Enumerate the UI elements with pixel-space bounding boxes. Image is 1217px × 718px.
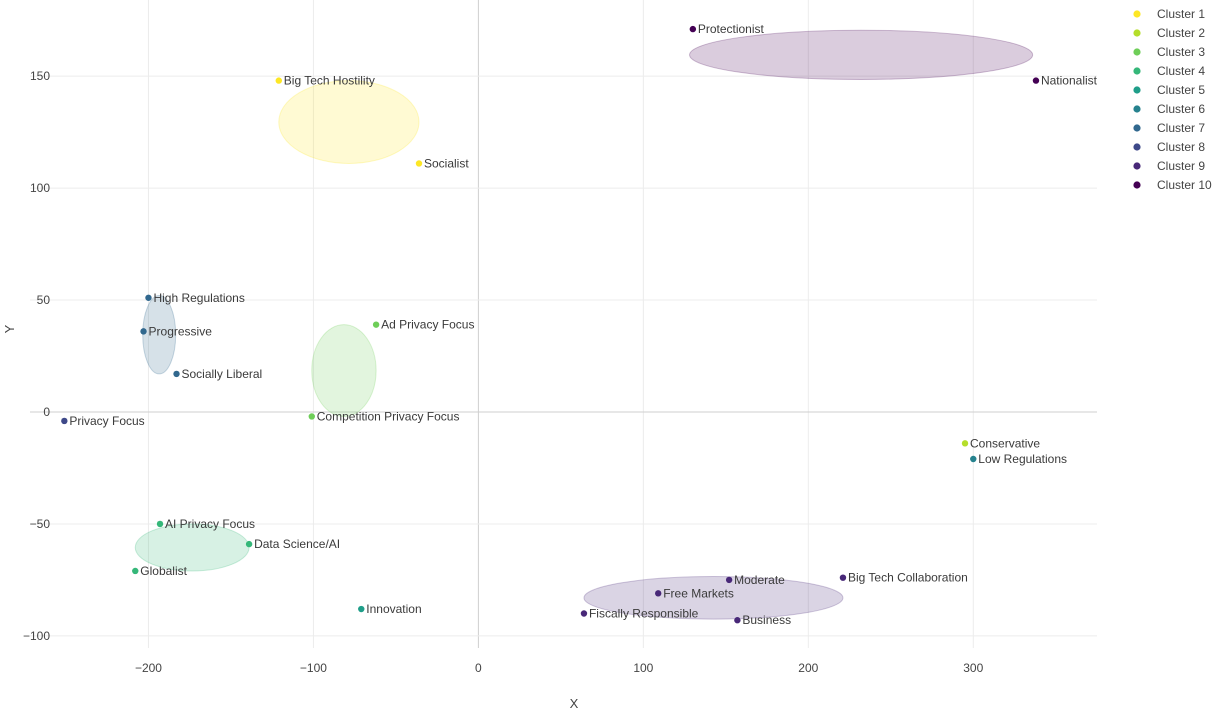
- y-tick-label: 0: [43, 405, 50, 419]
- data-points: Big Tech Hostility Socialist Conservative A…: [61, 22, 1098, 627]
- y-tick-label: 150: [30, 69, 50, 83]
- legend-marker: [1133, 162, 1141, 170]
- legend-label: Cluster 1: [1157, 7, 1205, 21]
- cluster-1-point[interactable]: [415, 160, 423, 167]
- legend-item-cluster-1[interactable]: Cluster 1: [1133, 7, 1205, 21]
- x-tick-label: −200: [135, 661, 162, 675]
- cluster-5-point[interactable]: [358, 605, 365, 613]
- point-label: Privacy Focus: [69, 414, 144, 428]
- point-label: Business: [742, 613, 791, 627]
- legend-marker: [1133, 86, 1141, 94]
- legend-label: Cluster 4: [1157, 64, 1205, 78]
- cluster-7-point[interactable]: [173, 370, 180, 378]
- legend-marker: [1133, 48, 1141, 56]
- cluster-4-ellipse: [134, 523, 250, 572]
- cluster-ellipses: [134, 29, 1034, 620]
- legend-label: Cluster 10: [1157, 178, 1212, 192]
- legend-marker: [1133, 181, 1141, 189]
- legend-marker: [1133, 67, 1141, 75]
- point-label: Fiscally Responsible: [589, 607, 699, 621]
- legend-label: Cluster 6: [1157, 102, 1205, 116]
- legend[interactable]: Cluster 1 Cluster 2 Cluster 3 Cluster 4 Clus…: [1133, 7, 1212, 192]
- point-label: Free Markets: [663, 586, 734, 600]
- point-label: Low Regulations: [978, 452, 1067, 466]
- cluster-10-point[interactable]: [1032, 77, 1040, 84]
- legend-label: Cluster 2: [1157, 26, 1205, 40]
- legend-item-cluster-9[interactable]: Cluster 9: [1133, 159, 1205, 173]
- cluster-9-point[interactable]: [655, 590, 662, 597]
- cluster-4-point[interactable]: [156, 520, 164, 528]
- legend-item-cluster-8[interactable]: Cluster 8: [1133, 140, 1205, 154]
- cluster-8-point[interactable]: [61, 417, 68, 425]
- cluster-3-ellipse: [311, 324, 377, 417]
- cluster-6-point[interactable]: [970, 455, 977, 463]
- cluster-9-point[interactable]: [725, 576, 733, 584]
- point-label: Globalist: [140, 564, 187, 578]
- point-label: Ad Privacy Focus: [381, 318, 474, 332]
- x-axis-ticks: −200 −100 0 100 200 300: [135, 661, 984, 675]
- cluster-9-point[interactable]: [580, 610, 588, 617]
- point-label: Socialist: [424, 156, 469, 170]
- point-label: Innovation: [366, 602, 421, 616]
- legend-item-cluster-7[interactable]: Cluster 7: [1133, 121, 1205, 135]
- cluster-7-point[interactable]: [145, 294, 152, 301]
- legend-item-cluster-2[interactable]: Cluster 2: [1133, 26, 1205, 40]
- y-axis-ticks: −100 −50 0 50 100 150: [23, 69, 50, 643]
- x-axis-title: X: [570, 696, 579, 711]
- legend-marker: [1133, 29, 1141, 37]
- y-tick-label: −100: [23, 629, 50, 643]
- legend-label: Cluster 9: [1157, 159, 1205, 173]
- x-tick-label: 100: [633, 661, 653, 675]
- point-label: Progressive: [149, 324, 213, 338]
- point-label: Socially Liberal: [182, 367, 263, 381]
- cluster-10-ellipse: [689, 29, 1034, 80]
- x-tick-label: 200: [798, 661, 818, 675]
- y-tick-label: 50: [37, 293, 51, 307]
- cluster-3-point[interactable]: [308, 413, 315, 420]
- cluster-4-point[interactable]: [132, 567, 139, 575]
- legend-marker: [1133, 124, 1141, 132]
- cluster-3-point[interactable]: [372, 321, 380, 328]
- y-axis-title: Y: [2, 324, 17, 333]
- legend-item-cluster-6[interactable]: Cluster 6: [1133, 102, 1205, 116]
- x-tick-label: −100: [300, 661, 327, 675]
- y-tick-label: −50: [30, 517, 51, 531]
- point-label: Moderate: [734, 573, 785, 587]
- grid-lines: [30, 0, 1097, 648]
- point-label: AI Privacy Focus: [165, 517, 255, 531]
- x-tick-label: 0: [475, 661, 482, 675]
- cluster-9-ellipse: [583, 576, 844, 620]
- point-label: Protectionist: [698, 22, 765, 36]
- cluster-1-ellipse: [278, 80, 420, 164]
- point-label: Conservative: [970, 436, 1040, 450]
- cluster-1-point[interactable]: [275, 77, 282, 84]
- x-tick-label: 300: [963, 661, 983, 675]
- legend-marker: [1133, 105, 1141, 113]
- legend-label: Cluster 8: [1157, 140, 1205, 154]
- legend-label: Cluster 3: [1157, 45, 1205, 59]
- point-label: Big Tech Hostility: [284, 74, 375, 88]
- cluster-9-point[interactable]: [734, 617, 741, 624]
- legend-item-cluster-10[interactable]: Cluster 10: [1133, 178, 1212, 192]
- cluster-10-point[interactable]: [689, 25, 697, 33]
- legend-marker: [1133, 143, 1141, 151]
- cluster-9-point[interactable]: [839, 574, 847, 581]
- cluster-2-point[interactable]: [961, 440, 969, 447]
- legend-item-cluster-4[interactable]: Cluster 4: [1133, 64, 1205, 78]
- point-label: Data Science/AI: [254, 537, 340, 551]
- cluster-4-point[interactable]: [245, 540, 253, 548]
- y-tick-label: 100: [30, 181, 50, 195]
- legend-item-cluster-3[interactable]: Cluster 3: [1133, 45, 1205, 59]
- legend-label: Cluster 7: [1157, 121, 1205, 135]
- legend-item-cluster-5[interactable]: Cluster 5: [1133, 83, 1205, 97]
- cluster-7-point[interactable]: [140, 328, 147, 335]
- legend-label: Cluster 5: [1157, 83, 1205, 97]
- legend-marker: [1133, 10, 1141, 18]
- cluster-7-ellipse: [142, 295, 177, 375]
- point-label: Competition Privacy Focus: [317, 409, 460, 423]
- point-label: Nationalist: [1041, 74, 1098, 88]
- point-label: Big Tech Collaboration: [848, 571, 968, 585]
- point-label: High Regulations: [153, 291, 244, 305]
